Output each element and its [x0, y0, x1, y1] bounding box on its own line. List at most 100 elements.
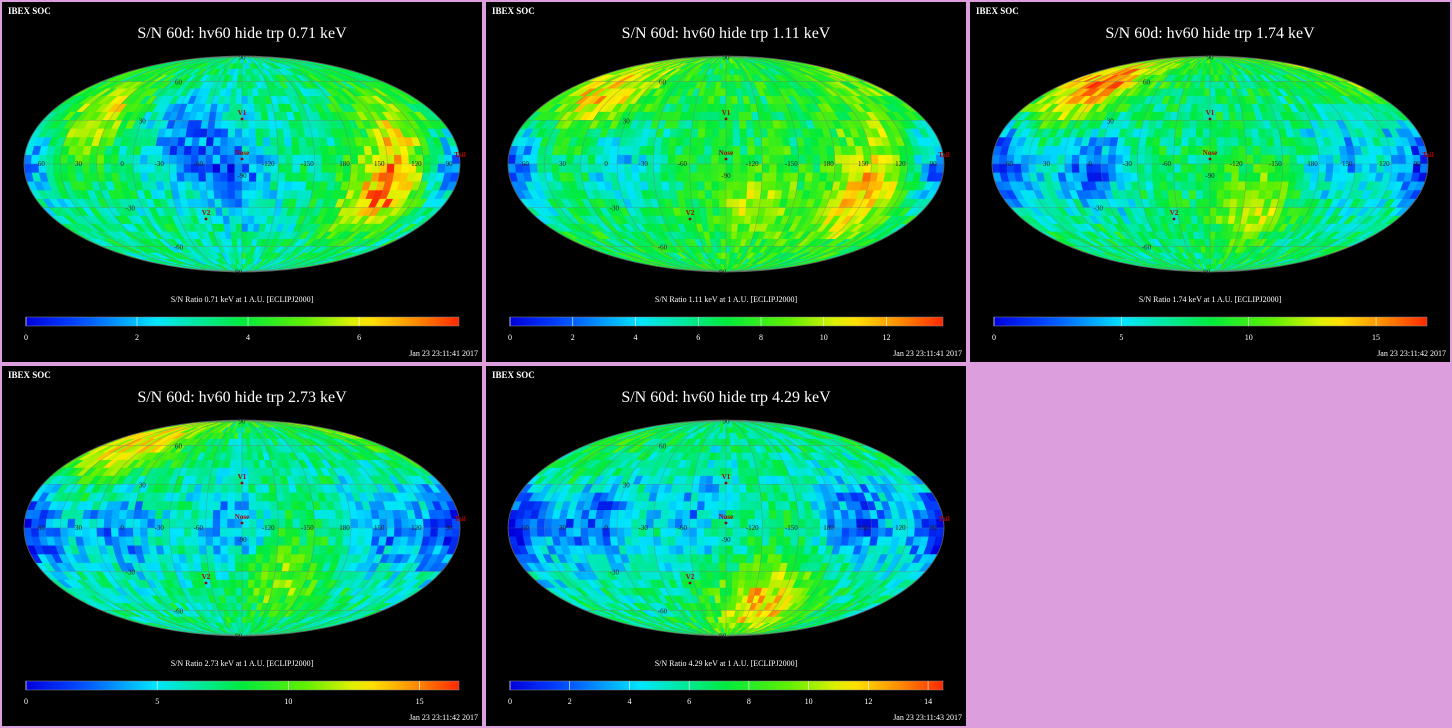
map-pixel — [676, 128, 685, 138]
map-pixel — [1137, 146, 1146, 156]
map-pixel — [1183, 111, 1192, 121]
map-pixel — [227, 181, 236, 191]
map-pixel — [1174, 190, 1183, 200]
marker-nose: Nose — [235, 149, 249, 161]
map-pixel — [262, 137, 271, 147]
map-pixel — [753, 181, 763, 191]
map-pixel — [278, 163, 286, 174]
map-pixel — [696, 163, 705, 174]
map-pixel — [1281, 172, 1290, 182]
map-pixel — [712, 198, 720, 208]
map-pixel — [737, 103, 746, 113]
map-pixel — [215, 111, 224, 121]
map-pixel — [697, 190, 706, 200]
map-pixel — [255, 137, 264, 147]
map-pixel — [1180, 163, 1189, 174]
map-pixel — [1196, 198, 1204, 208]
map-pixel — [1197, 95, 1205, 105]
map-pixel — [291, 172, 301, 182]
map-pixel — [125, 172, 135, 182]
map-pixel — [247, 103, 255, 113]
map-pixel — [725, 120, 734, 130]
map-pixel — [125, 146, 135, 156]
map-pixel — [1108, 172, 1118, 182]
map-pixel — [721, 252, 727, 260]
map-pixel — [721, 74, 727, 82]
map-pixel — [713, 95, 721, 105]
map-pixel — [256, 146, 264, 156]
map-pixel — [1173, 146, 1182, 156]
map-pixel — [704, 146, 712, 156]
map-pixel — [1079, 172, 1089, 182]
map-pixel — [719, 95, 727, 105]
map-pixel — [277, 181, 286, 191]
colorbar-tick-label: 0 — [24, 333, 28, 342]
map-pixel — [60, 163, 69, 174]
lon-label: -150 — [785, 160, 798, 168]
map-pixel — [812, 154, 821, 165]
map-pixel — [1101, 172, 1110, 182]
map-pixel — [675, 172, 684, 182]
map-pixel — [328, 154, 337, 165]
map-pixel — [205, 146, 214, 156]
map-pixel — [624, 163, 633, 174]
map-pixel — [718, 190, 727, 200]
map-pixel — [125, 154, 134, 165]
map-pixel — [183, 154, 192, 165]
map-pixel — [430, 154, 439, 165]
map-pixel — [877, 163, 887, 174]
map-pixel — [221, 120, 229, 130]
map-pixel — [255, 181, 264, 191]
map-pixel — [1317, 172, 1327, 182]
map-pixel — [714, 88, 722, 97]
map-pixel — [624, 146, 634, 156]
map-pixel — [783, 146, 792, 156]
map-pixel — [248, 207, 256, 217]
map-pixel — [192, 128, 201, 138]
map-pixel — [1245, 146, 1254, 156]
map-pixel — [1246, 154, 1254, 165]
lon-label: 180 — [823, 160, 834, 168]
map-pixel — [306, 172, 315, 182]
map-pixel — [711, 137, 720, 147]
map-pixel — [733, 154, 741, 165]
map-pixel — [1224, 146, 1232, 156]
lat-label: 60 — [659, 79, 667, 87]
map-pixel — [1159, 172, 1168, 182]
map-pixel — [587, 163, 596, 174]
map-pixel — [285, 163, 294, 174]
map-pixel — [1184, 103, 1193, 113]
map-pixel — [223, 223, 231, 233]
map-pixel — [725, 246, 731, 254]
map-pixel — [1195, 146, 1204, 156]
map-pixel — [705, 111, 714, 121]
map-pixel — [234, 198, 243, 208]
map-pixel — [712, 111, 720, 121]
map-pixel — [364, 154, 374, 165]
map-pixel — [544, 163, 553, 174]
map-pixel — [1209, 74, 1215, 82]
map-pixel — [921, 154, 930, 165]
map-pixel — [705, 207, 714, 217]
map-pixel — [1325, 154, 1334, 165]
map-pixel — [731, 223, 739, 233]
map-pixel — [746, 190, 755, 200]
map-pixel — [1288, 146, 1298, 156]
lon-label: -120 — [262, 160, 275, 168]
map-pixel — [199, 128, 208, 138]
map-pixel — [834, 163, 843, 174]
map-pixel — [1223, 120, 1231, 130]
map-pixel — [1100, 154, 1109, 165]
lat-label: 90 — [723, 54, 731, 62]
map-pixel — [1195, 154, 1203, 165]
map-pixel — [700, 103, 709, 113]
map-pixel — [1181, 190, 1190, 200]
map-pixel — [1405, 163, 1414, 174]
colorbar — [509, 316, 944, 327]
map-pixel — [216, 215, 225, 225]
map-pixel — [1202, 137, 1211, 147]
map-pixel — [235, 95, 243, 105]
map-pixel — [247, 95, 255, 105]
map-pixel — [1188, 128, 1197, 138]
map-pixel — [706, 103, 715, 113]
